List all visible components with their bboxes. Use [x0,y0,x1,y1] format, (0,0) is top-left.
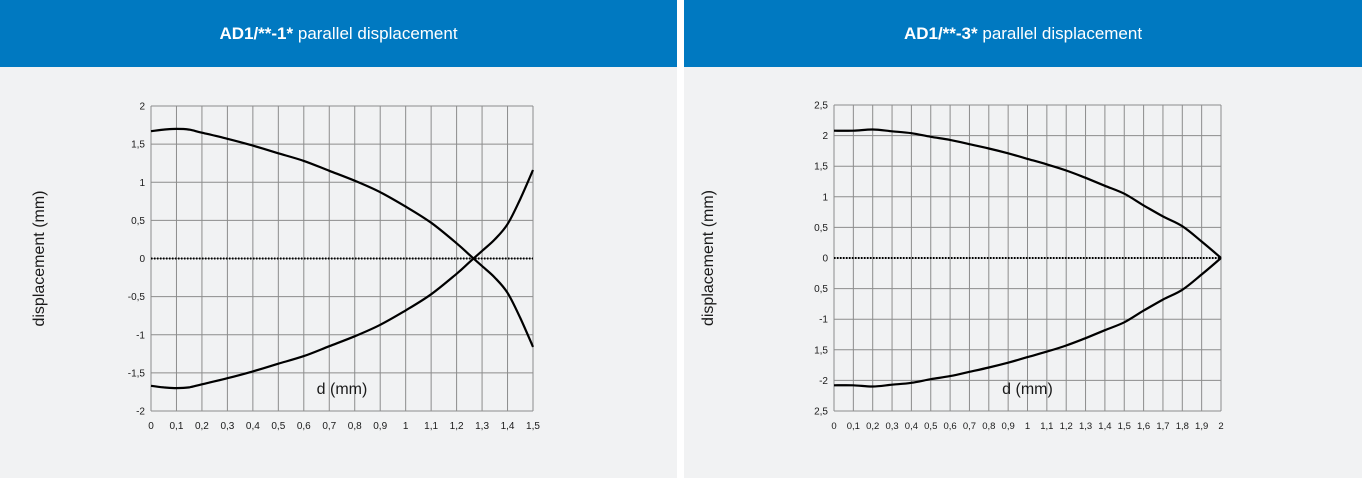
chart-title-left-text: parallel displacement [293,23,458,43]
y-tick-label: 1,5 [814,345,828,356]
x-tick-label: 0 [148,421,154,432]
x-tick-label: 1,9 [1195,421,1208,432]
y-tick-label: 2 [139,102,145,113]
chart-title-right-model: AD1/**-3* [903,23,978,43]
x-tick-label: 1,5 [1118,421,1131,432]
x-tick-label: 0,9 [373,421,387,432]
x-tick-label: 2 [1218,421,1223,432]
chart-area-left: 2 1,5 1 0,5 0 -0,5 -1 -1,5 -2 0 0,1 0,2 0,3 0,4 0,5 0,6… [0,67,677,478]
y-tick-label: 0 [139,254,145,265]
y-tick-label: 2 [822,131,828,142]
y-axis-label: displacement (mm) [700,190,717,326]
x-tick-label: 0,2 [195,421,209,432]
x-tick-label: 0,1 [847,421,860,432]
x-tick-label: 1,2 [1060,421,1073,432]
y-tick-label: -2 [136,407,145,418]
x-tick-label: 0,2 [866,421,879,432]
chart-title-right-text: parallel displacement [977,23,1143,43]
x-tick-label: 1 [403,421,409,432]
x-tick-label: 1,1 [424,421,438,432]
chart-panel-left: AD1/**-1* parallel displacement 2 1,5 1 0,5… [0,0,677,484]
x-axis-label: d (mm) [1002,381,1053,398]
y-tick-label: 0,5 [814,223,828,234]
x-tick-label: 0 [831,421,836,432]
x-tick-label: 1,6 [1137,421,1150,432]
x-tick-label: 0,7 [963,421,976,432]
series-line-lower [150,169,535,390]
x-tick-label: 0,7 [322,421,336,432]
x-tick-label: 0,8 [982,421,995,432]
x-tick-label: 0,6 [297,421,311,432]
x-tick-label: 0,8 [348,421,362,432]
x-tick-label: 0,1 [170,421,184,432]
y-tick-label: -1 [136,330,145,341]
y-tick-label: -0,5 [128,292,146,303]
y-axis-label: displacement (mm) [31,190,48,326]
y-tick-label: 1 [139,178,145,189]
x-tick-label: 1,4 [1098,421,1111,432]
series-line-upper [150,127,535,348]
x-tick-label: 0,4 [246,421,260,432]
x-tick-label: 1,1 [1040,421,1053,432]
chart-area-right: 2,5 2 1,5 1 0,5 0 0,5 -1 1,5 -2 2,5 0 0,1 0,2 0,3 0,4 0,… [684,67,1362,478]
y-tick-label: 2,5 [814,101,828,112]
y-tick-label: 1,5 [814,162,828,173]
x-tick-label: 0,3 [885,421,898,432]
x-axis-label: d (mm) [317,381,368,398]
chart-title-right: AD1/**-3* parallel displacement [684,0,1362,67]
series-line-lower [833,257,1222,388]
x-tick-label: 1,3 [475,421,489,432]
x-tick-label: 1 [1025,421,1030,432]
x-tick-label: 0,5 [924,421,937,432]
y-tick-label: -1 [819,315,828,326]
y-tick-label: 1,5 [131,140,145,151]
x-tick-label: 1,8 [1176,421,1189,432]
x-tick-label: 0,4 [905,421,918,432]
x-tick-label: 1,2 [450,421,464,432]
y-tick-label: 1 [822,192,828,203]
x-tick-label: 1,3 [1079,421,1092,432]
x-tick-label: 0,9 [1002,421,1015,432]
x-tick-label: 0,5 [271,421,285,432]
y-tick-label: 0,5 [131,216,145,227]
chart-title-left: AD1/**-1* parallel displacement [0,0,677,67]
x-tick-label: 1,5 [526,421,540,432]
y-tick-label: 0,5 [814,284,828,295]
x-tick-label: 0,6 [943,421,956,432]
y-tick-label: -2 [819,376,828,387]
y-tick-label: 2,5 [814,407,828,418]
x-tick-label: 0,3 [220,421,234,432]
y-tick-label: -1,5 [128,368,146,379]
chart-panel-right: AD1/**-3* parallel displacement 2,5 2 1,5 1… [684,0,1362,484]
y-tick-label: 0 [822,254,828,265]
series-line-upper [833,128,1222,259]
x-tick-label: 1,7 [1156,421,1169,432]
chart-title-left-model: AD1/**-1* [219,23,294,43]
chart-svg-left: 21,510,50-0,5-1-1,5-20 0,1 0,2 0,3 0,4 0,5 0,6… [31,102,540,433]
chart-svg-right: 2,521,510,500,5-11,5-22,50 0,1 0,2 0,3 0,4 0,… [700,101,1224,433]
x-tick-label: 1,4 [501,421,515,432]
